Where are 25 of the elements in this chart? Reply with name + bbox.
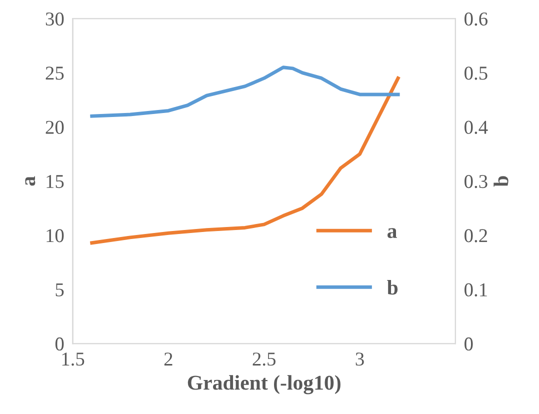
y-tick-label: 30 [46,12,64,26]
y-axis-title: a [25,176,36,186]
y2-tick-label: 0.5 [464,66,488,80]
x-tick-label: 1.5 [62,352,84,366]
y2-tick-label: 0.6 [464,12,488,26]
y-tick-label: 0 [55,337,64,351]
legend-label: b [387,280,398,295]
y-tick-label: 25 [46,66,64,80]
line-series [90,76,400,245]
y2-tick-label: 0.2 [464,229,488,242]
y2-tick-label: 0.3 [464,174,488,188]
line-series [90,66,400,118]
y-tick-label: 5 [56,283,64,296]
x-tick-label: 3 [356,352,364,366]
y2-tick-label: 0 [464,337,473,351]
y2-tick-label: 0.1 [464,283,487,296]
x-axis-title: Gradient (-log10) [188,375,340,394]
x-tick-label: 2 [164,352,172,366]
y2-tick-label: 0.4 [464,120,488,134]
y-tick-label: 20 [46,120,64,134]
x-tick-label: 2.5 [252,352,276,366]
y-tick-label: 15 [46,175,64,188]
legend-label: a [388,228,397,238]
y2-axis-title: b [494,176,508,187]
y-tick-label: 10 [46,229,64,242]
